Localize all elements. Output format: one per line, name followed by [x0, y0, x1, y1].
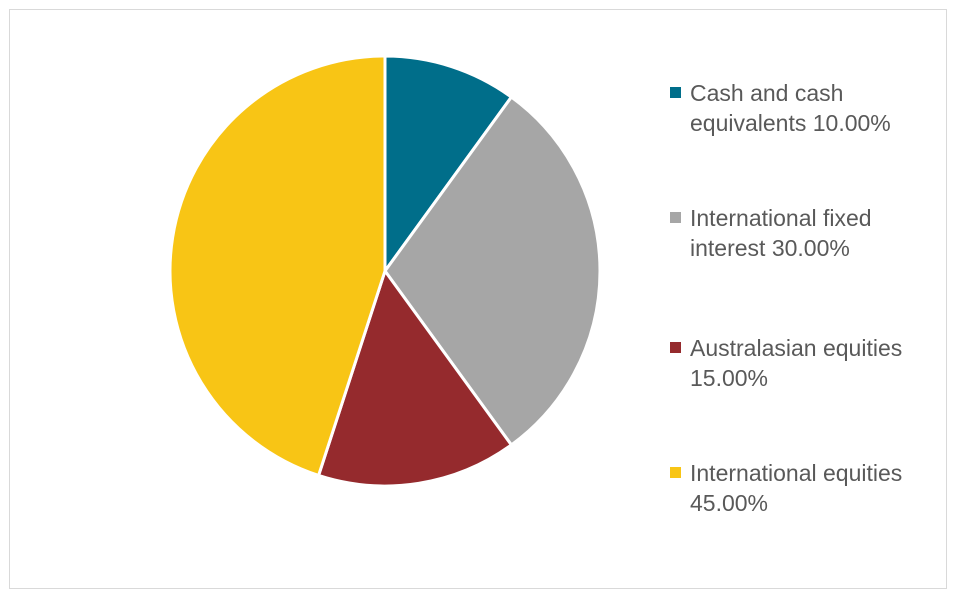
- pie-slice-australasian-equities: [317, 269, 513, 488]
- legend-swatch-australasian-equities: [670, 342, 681, 353]
- pie-slice-international-fixed-interest: [383, 95, 602, 447]
- legend-swatch-international-fixed-interest: [670, 212, 681, 223]
- legend-label-international-equities: International equities 45.00%: [690, 460, 903, 516]
- legend-label-cash: Cash and cash equivalents 10.00%: [690, 80, 891, 136]
- pie-slice-cash: [383, 54, 513, 273]
- legend-swatch-international-equities: [670, 467, 681, 478]
- pie-slice-international-equities: [168, 54, 387, 477]
- legend-label-australasian-equities: Australasian equities 15.00%: [690, 335, 903, 391]
- legend-swatch-cash: [670, 87, 681, 98]
- legend-label-international-fixed-interest: International fixed interest 30.00%: [690, 205, 872, 261]
- pie-chart: [168, 54, 602, 488]
